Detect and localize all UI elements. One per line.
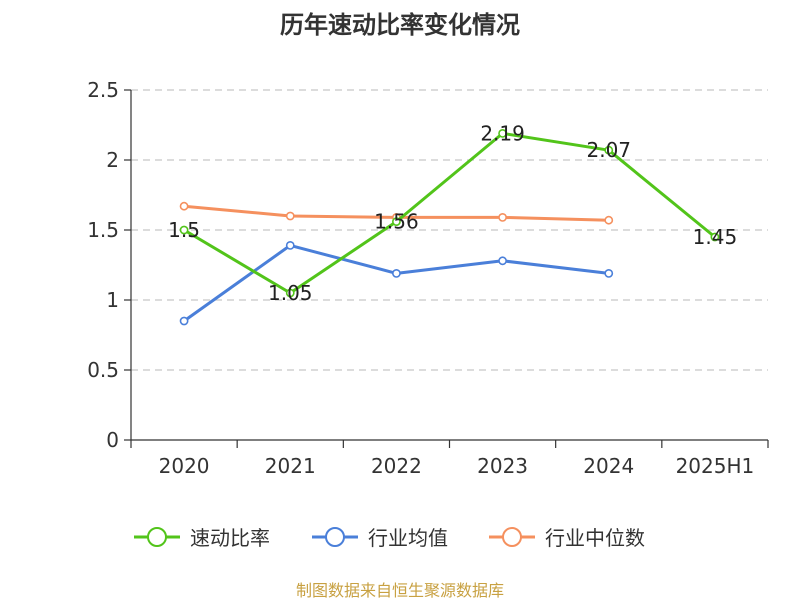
axes: 0 0.5 1 1.5 2 2.5 2020 2021 2022 2023 2024 2025H1 <box>87 78 769 478</box>
series-line <box>183 131 716 295</box>
y-tick-label: 0.5 <box>87 358 119 382</box>
y-tick-label: 2 <box>106 148 119 172</box>
data-label: 1.5 <box>168 218 200 242</box>
x-tick-label: 2024 <box>583 454 634 478</box>
series-line <box>183 243 609 323</box>
legend-marker <box>502 527 522 547</box>
data-label: 2.07 <box>586 138 631 162</box>
y-tick-label: 1.5 <box>87 218 119 242</box>
x-tick-label: 2020 <box>159 454 210 478</box>
data-point <box>179 225 189 235</box>
x-tick-label: 2022 <box>371 454 422 478</box>
legend-label: 行业中位数 <box>545 526 645 550</box>
data-label: 2.19 <box>480 121 525 145</box>
legend-label: 速动比率 <box>190 526 270 550</box>
data-label: 1.05 <box>268 281 313 305</box>
grid-lines <box>131 89 768 371</box>
legend-label: 行业均值 <box>368 526 448 550</box>
data-point <box>604 215 614 225</box>
y-tick-label: 1 <box>106 288 119 312</box>
data-point <box>285 288 295 298</box>
data-point <box>604 145 614 155</box>
legend-marker <box>147 527 167 547</box>
data-point <box>179 201 189 211</box>
series-layer <box>179 128 720 326</box>
data-point <box>498 128 507 138</box>
data-point <box>285 211 295 221</box>
data-point <box>498 256 507 266</box>
data-point <box>604 268 614 278</box>
data-label: 1.45 <box>693 225 738 249</box>
x-tick-label: 2025H1 <box>676 454 755 478</box>
data-labels: 1.5 1.05 1.56 2.19 2.07 1.45 <box>168 121 737 305</box>
y-tick-label: 0 <box>106 428 119 452</box>
y-tick-label: 2.5 <box>87 78 119 102</box>
chart-title: 历年速动比率变化情况 <box>280 11 520 39</box>
x-tick-label: 2021 <box>265 454 316 478</box>
legend-marker <box>325 527 345 547</box>
x-tick-label: 2023 <box>477 454 528 478</box>
data-label: 1.56 <box>374 210 419 234</box>
legend: 速动比率 行业均值 行业中位数 <box>134 526 645 550</box>
data-point <box>710 232 720 242</box>
data-point <box>179 316 189 326</box>
data-point <box>498 212 507 222</box>
data-point <box>392 217 401 226</box>
data-point <box>285 240 295 250</box>
data-point <box>392 268 401 278</box>
source-note: 制图数据来自恒生聚源数据库 <box>296 581 504 600</box>
